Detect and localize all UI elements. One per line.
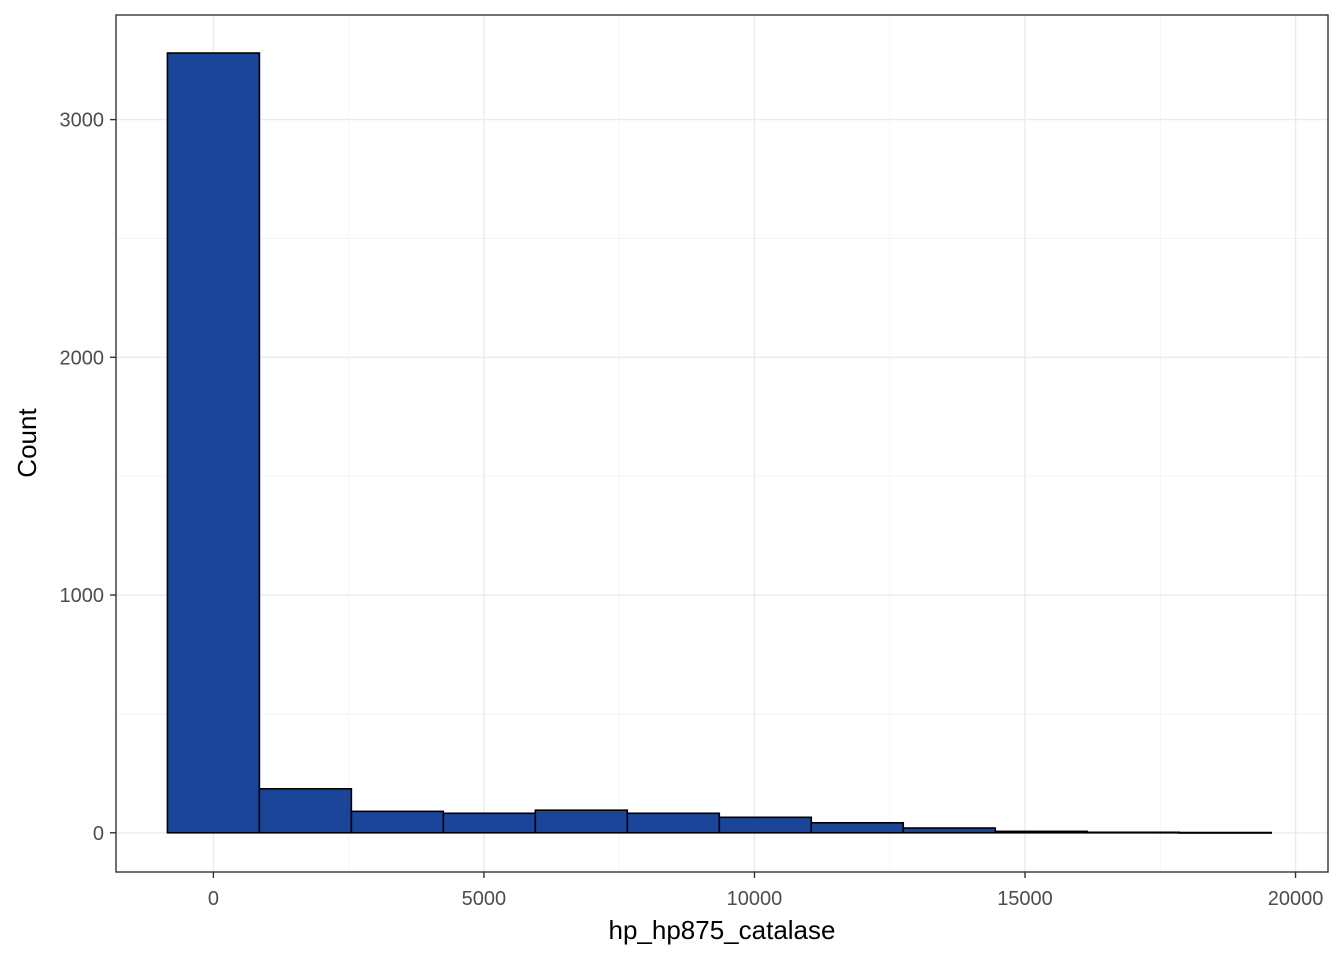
y-tick-label: 0	[93, 823, 104, 845]
histogram-bar-11	[1086, 831, 1181, 834]
plot-panel	[116, 15, 1328, 872]
histogram-bar-2	[258, 787, 353, 834]
y-tick-label: 2000	[60, 347, 105, 369]
histogram-bar-9	[902, 827, 997, 834]
histogram-bar-8	[810, 821, 905, 834]
histogram-bar-3	[350, 810, 445, 834]
x-tick-label: 15000	[997, 888, 1053, 910]
y-axis-title: Count	[12, 408, 42, 478]
x-tick-label: 5000	[462, 888, 507, 910]
histogram-bar-12	[1178, 831, 1272, 834]
histogram-bar-6	[626, 812, 721, 834]
x-axis-title: hp_hp875_catalase	[609, 915, 836, 945]
histogram-bar-1	[166, 52, 261, 834]
x-tick-label: 20000	[1268, 888, 1324, 910]
histogram-bar-7	[718, 816, 813, 834]
y-tick-label: 1000	[60, 585, 105, 607]
histogram-bar-10	[994, 830, 1089, 834]
y-tick-label: 3000	[60, 110, 105, 132]
plot-panel-border	[115, 14, 1329, 873]
histogram-bars	[166, 52, 1272, 834]
x-tick-label: 10000	[727, 888, 783, 910]
y-axis: 0 1000 2000 3000	[60, 110, 116, 845]
histogram-bar-4	[442, 812, 537, 834]
x-axis: 0 5000 10000 15000 20000	[208, 872, 1324, 910]
x-tick-label: 0	[208, 888, 219, 910]
histogram-bar-5	[534, 809, 629, 834]
